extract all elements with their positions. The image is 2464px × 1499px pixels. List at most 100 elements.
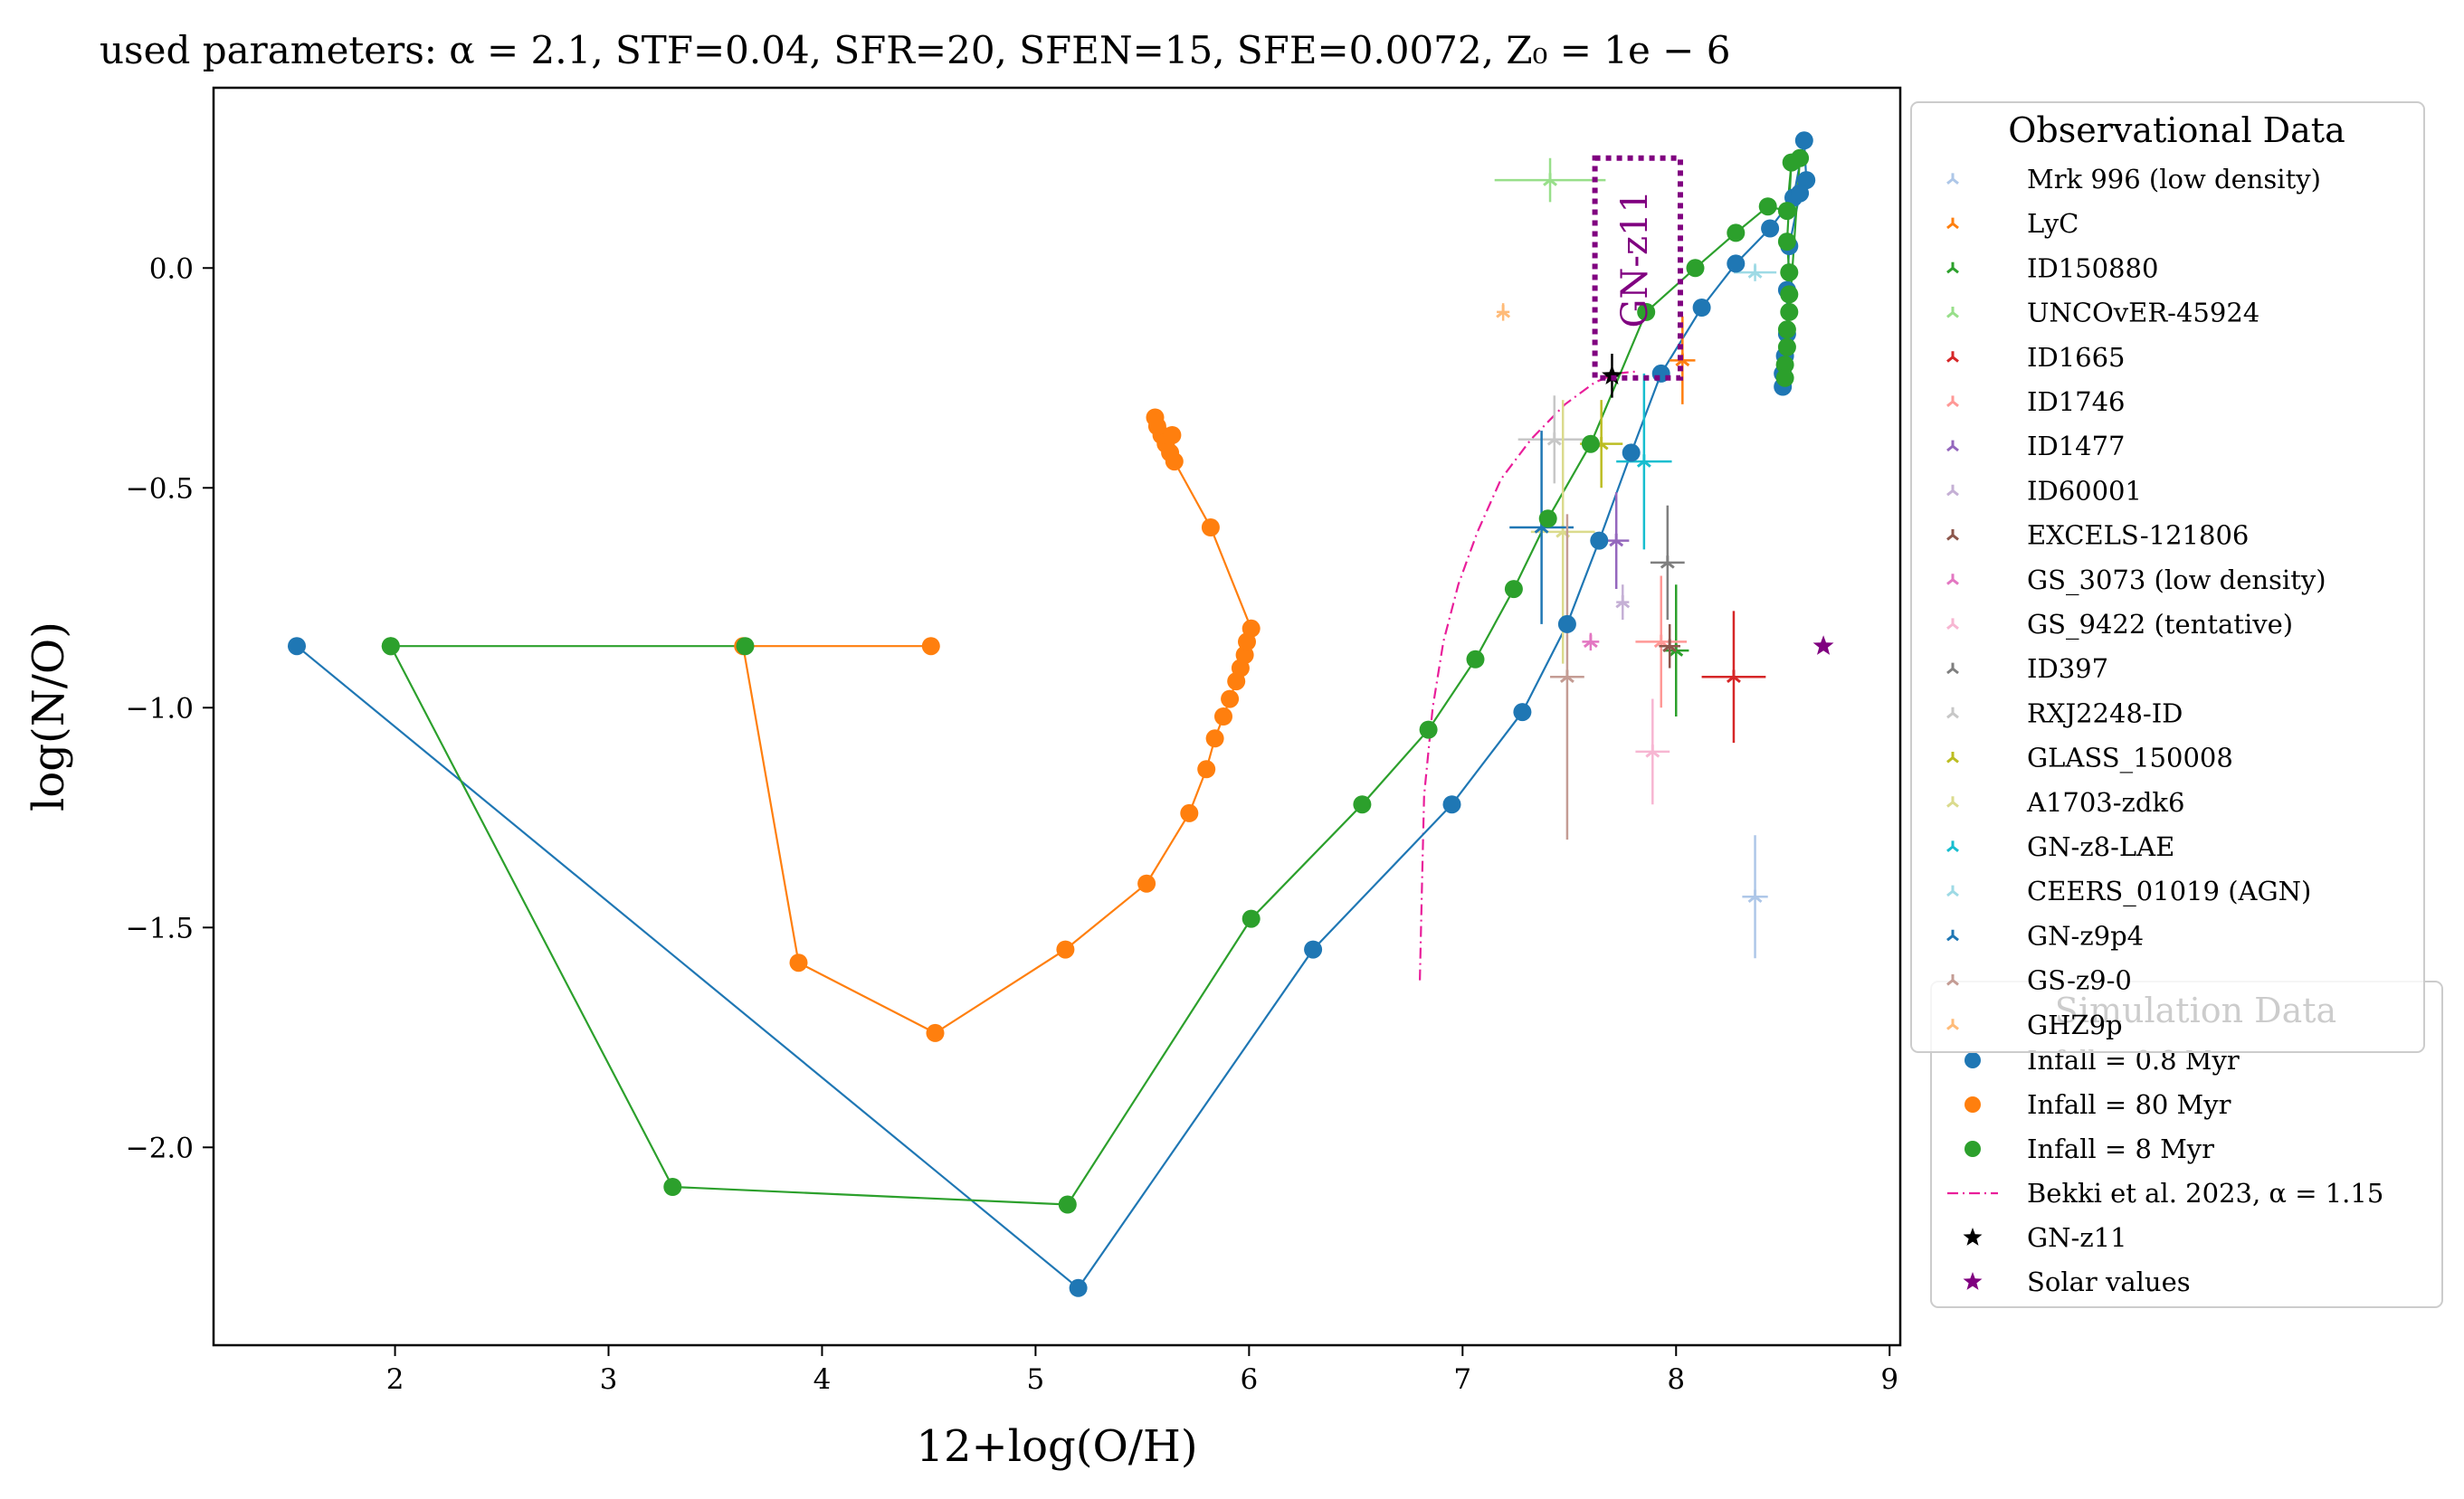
simulation-points-layer [288,131,1816,1297]
x-tick-label: 4 [813,1363,832,1396]
annotation-layer: GN-z11 [1592,155,1683,381]
legend-item-lyc: LyC [1946,208,2079,239]
plot-frame [212,86,1902,1347]
legend-swatch [1946,752,1959,764]
legend-observational: Observational Data Mrk 996 (low density) L… [1910,101,2425,1053]
data-point-infall-0-8-myr [1069,1278,1088,1297]
legend-item-gs-9422-tentative: GS_9422 (tentative) [1946,609,2293,640]
x-tick-label: 2 [386,1363,404,1396]
data-point-infall-0-8-myr [1590,531,1609,550]
legend-item-id1665: ID1665 [1946,342,2126,373]
data-point-infall-8-myr [1777,337,1796,356]
data-point-infall-80-myr [1137,874,1156,893]
observation-marker [1662,639,1678,653]
y-tick-label: −2.0 [126,1132,194,1164]
legend-swatch [1946,796,1959,808]
legend-swatch [1963,1228,1983,1246]
data-point-infall-80-myr [1197,760,1216,779]
legend-item-infall-8-myr: Infall = 8 Myr [1965,1134,2214,1164]
data-point-infall-0-8-myr [1442,795,1461,814]
legend-item-id150880: ID150880 [1946,252,2158,283]
legend-swatch [1946,261,1959,274]
legend-item-label: GS_3073 (low density) [2027,564,2326,596]
x-tick-label: 3 [600,1363,618,1396]
data-point-infall-8-myr [1686,259,1705,278]
x-tick-label: 6 [1240,1363,1258,1396]
x-axis-label: 12+log(O/H) [916,1421,1197,1472]
observation-excels-121806 [1659,623,1680,669]
legend-item-label: GS_9422 (tentative) [2027,609,2293,640]
data-point-infall-8-myr [1242,909,1261,928]
data-point-infall-80-myr [1180,803,1199,822]
legend-item-label: ID1746 [2027,386,2126,417]
legend-swatch [1946,1019,1959,1030]
legend-item-ceers-01019-agn: CEERS_01019 (AGN) [1946,876,2311,907]
observation-marker [1660,555,1675,569]
data-point-infall-0-8-myr [288,637,306,656]
data-point-infall-80-myr [921,637,940,656]
data-point-infall-8-myr [1777,202,1796,221]
data-point-infall-8-myr [1780,302,1799,321]
data-point-infall-8-myr [381,637,400,656]
legend-item-gs-z9-0: GS-z9-0 [1946,965,2132,996]
data-point-infall-0-8-myr [1794,131,1813,150]
legend-item-gn-z9p4: GN-z9p4 [1946,920,2144,951]
data-point-infall-8-myr [1780,263,1799,282]
star-marker [1812,635,1834,655]
legend-item-label: ID150880 [2027,252,2158,283]
data-point-infall-80-myr [1242,619,1261,638]
legend-swatch [1946,440,1959,452]
observation-marker [1747,889,1763,904]
legend-swatch [1946,484,1959,497]
legend-swatch [1946,840,1959,852]
observation-gs-9422-tentative [1635,698,1670,805]
data-point-infall-0-8-myr [1761,219,1780,238]
observation-marker [1615,594,1631,609]
legend-swatch [1946,929,1959,942]
observation-marker [1727,669,1741,684]
data-point-infall-8-myr [1775,368,1794,387]
data-point-infall-80-myr [1146,408,1165,427]
data-point-infall-0-8-myr [1513,703,1532,722]
observation-marker [1636,454,1651,468]
legend-item-label: ID1477 [2027,431,2126,461]
data-point-infall-80-myr [1221,689,1240,708]
legend-item-gn-z11: GN-z11 [1963,1222,2127,1253]
data-point-infall-8-myr [1538,509,1557,528]
legend-item-excels-121806: EXCELS-121806 [1946,520,2249,551]
data-point-infall-80-myr [1201,518,1220,536]
legend-item-label: GS-z9-0 [2027,965,2132,996]
legend-swatch [1965,1141,1981,1157]
legend-item-solar-values: Solar values [1963,1267,2191,1297]
data-point-infall-80-myr [1163,426,1182,444]
legend-swatch [1946,885,1959,897]
data-point-infall-8-myr [1466,650,1485,669]
y-axis-label: log(N/O) [24,621,74,811]
legend-swatch [1946,529,1959,541]
legend-item-label: EXCELS-121806 [2027,520,2249,551]
legend-item-label: Solar values [2027,1267,2191,1297]
observation-gs-z9-0 [1550,514,1584,840]
legend-item-mrk-996-low-density: Mrk 996 (low density) [1946,164,2321,194]
legend-swatch [1946,707,1959,719]
legend-item-gn-z8-lae: GN-z8-LAE [1946,831,2174,862]
legend-item-label: Bekki et al. 2023, α = 1.15 [2027,1178,2383,1209]
legend-item-label: ID1665 [2027,342,2126,373]
annotation-box [1592,155,1683,381]
data-point-infall-8-myr [1637,302,1656,321]
data-point-infall-80-myr [789,953,808,972]
observation-uncover-45924 [1494,157,1606,203]
data-point-infall-8-myr [1581,434,1600,453]
data-point-infall-80-myr [1214,707,1232,726]
legend-item-label: Infall = 80 Myr [2027,1089,2231,1120]
data-point-infall-8-myr [1727,223,1746,242]
legend-observational-frame [1910,101,2425,1053]
legend-observational-title: Observational Data [2008,110,2345,150]
y-tick-label: −0.5 [126,472,194,505]
legend-item-label: LyC [2027,208,2079,239]
data-point-infall-8-myr [1775,356,1794,375]
data-point-infall-8-myr [1780,285,1799,304]
legend-item-id60001: ID60001 [1946,475,2142,506]
legend-item-infall-80-myr: Infall = 80 Myr [1965,1089,2231,1120]
